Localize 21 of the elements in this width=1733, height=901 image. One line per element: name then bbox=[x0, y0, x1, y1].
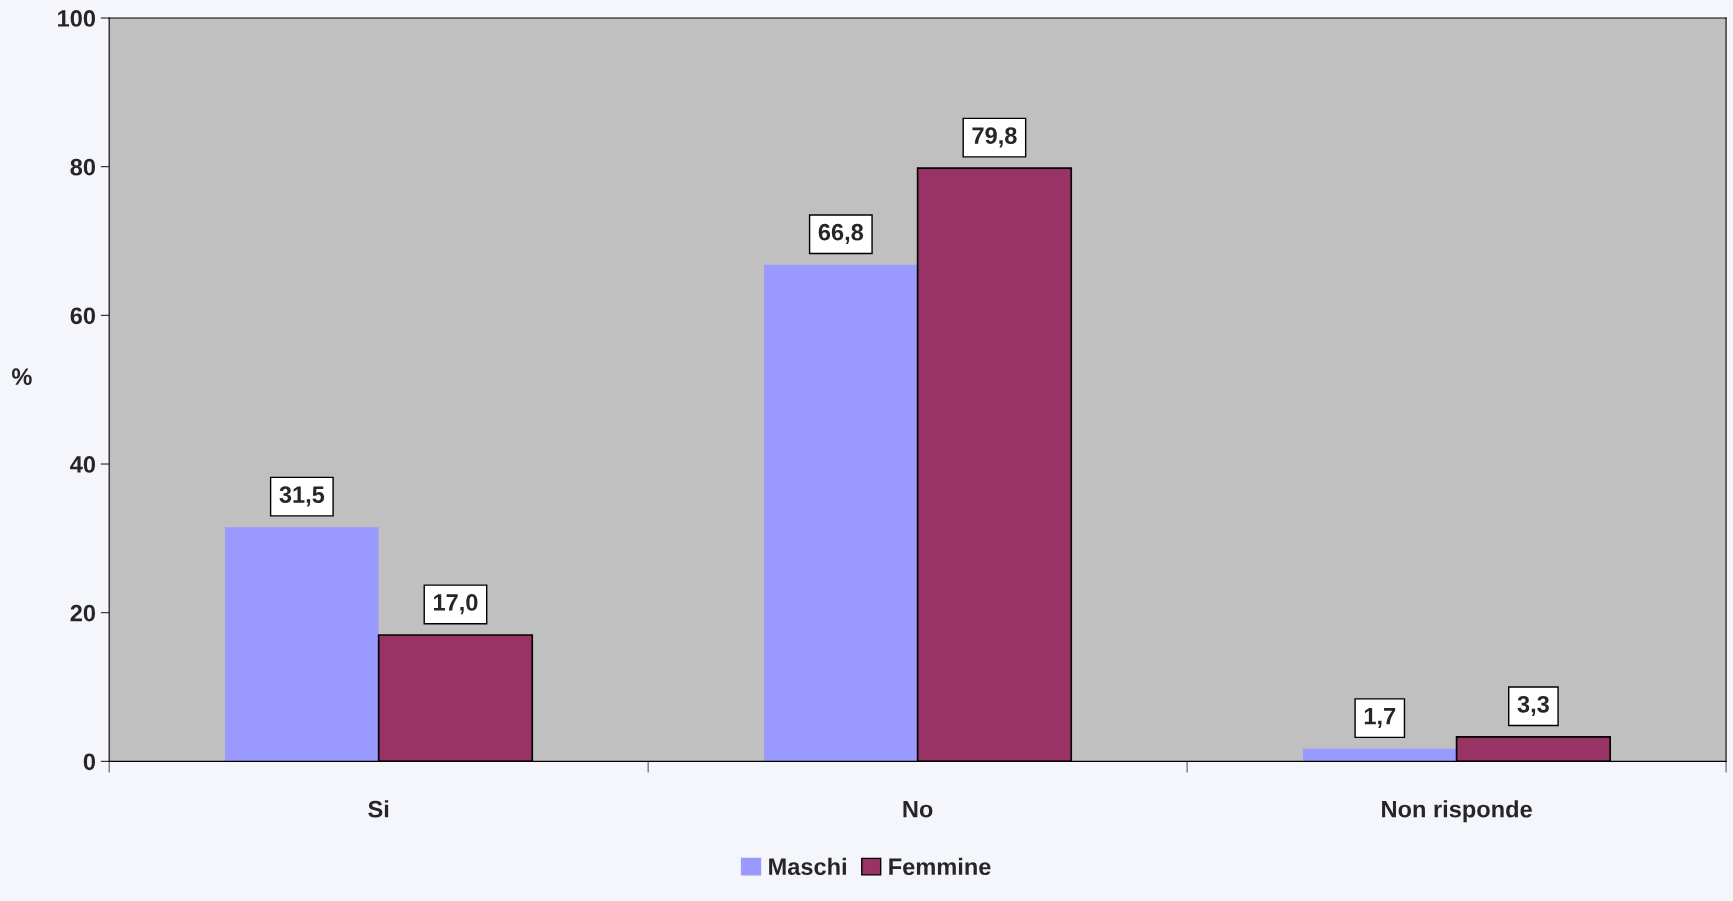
y-tick-label: 80 bbox=[70, 158, 96, 176]
x-tick-label: Si bbox=[368, 800, 389, 818]
data-label: 3,3 bbox=[1517, 695, 1549, 717]
data-label: 17,0 bbox=[433, 594, 478, 615]
y-tick-label: 60 bbox=[70, 307, 96, 325]
x-tick-label: No bbox=[903, 801, 933, 818]
y-tick-label: 100 bbox=[58, 10, 96, 27]
bar bbox=[1302, 748, 1457, 762]
data-label: 79,8 bbox=[972, 127, 1017, 148]
data-label: 66,8 bbox=[818, 223, 864, 245]
x-tick-label: Non risponde bbox=[1382, 800, 1532, 823]
legend-label: Femmine bbox=[889, 857, 991, 876]
bar bbox=[764, 264, 918, 762]
y-tick-label: 20 bbox=[70, 604, 96, 622]
y-tick-label: 0 bbox=[83, 753, 96, 771]
y-tick-label: 40 bbox=[70, 456, 96, 473]
y-axis-title: % bbox=[11, 368, 32, 385]
data-label: 31,5 bbox=[279, 486, 325, 507]
bar bbox=[225, 527, 379, 762]
data-label: 1,7 bbox=[1364, 708, 1396, 728]
legend-label: Maschi bbox=[769, 857, 846, 876]
